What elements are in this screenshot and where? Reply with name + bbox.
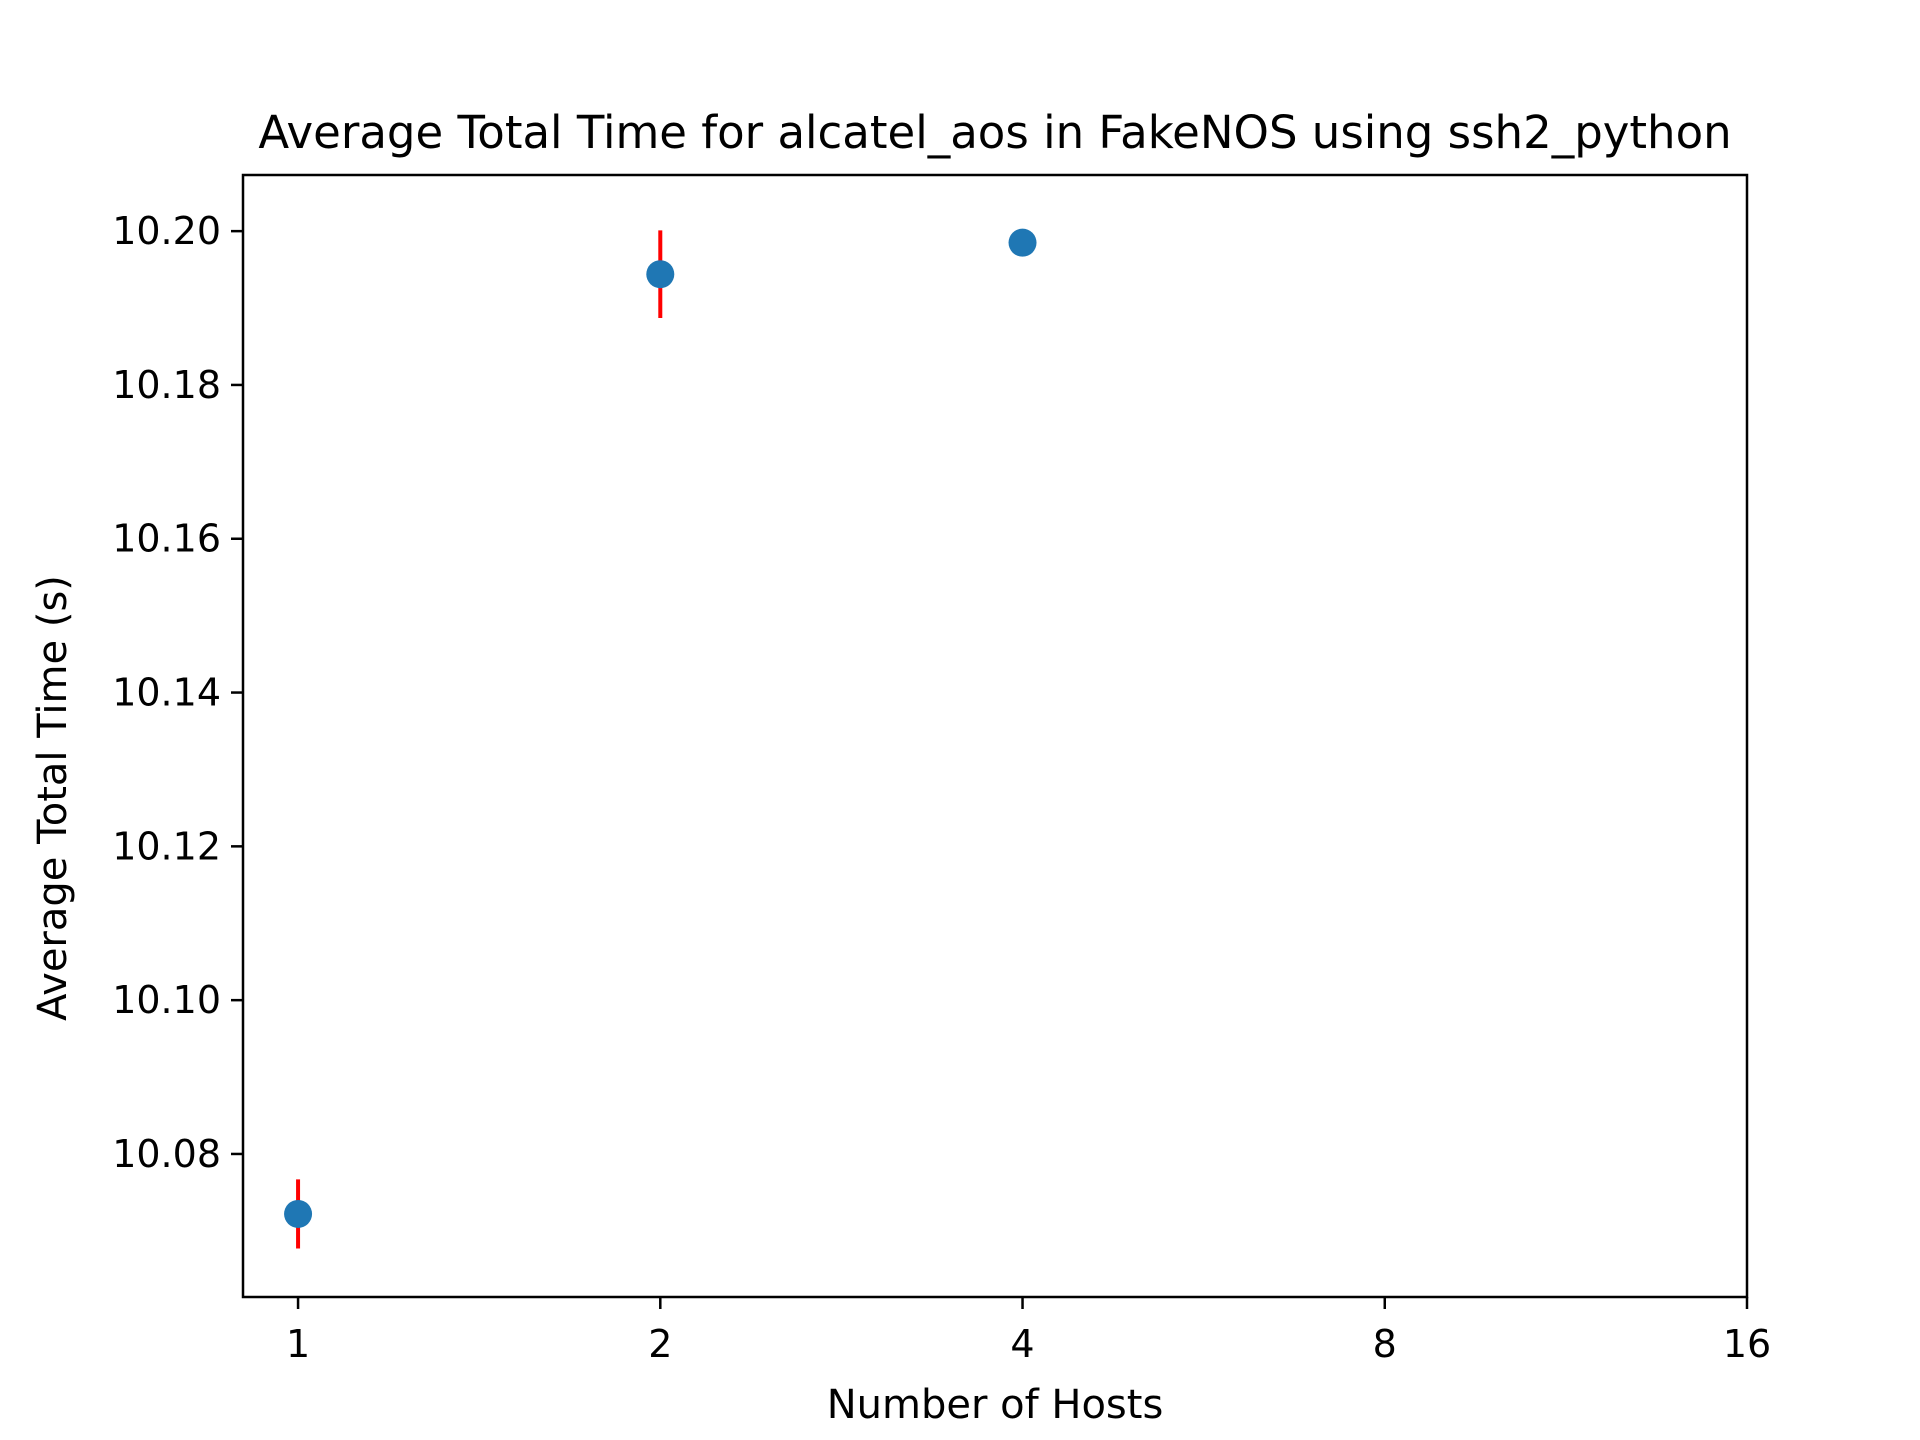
y-axis-label: Average Total Time (s) (30, 575, 76, 1021)
x-tick-label: 4 (1010, 1322, 1034, 1366)
y-tick-label: 10.12 (112, 824, 221, 868)
y-tick-label: 10.18 (112, 363, 221, 407)
y-tick-label: 10.20 (112, 209, 221, 253)
x-tick-label: 1 (286, 1322, 310, 1366)
x-tick-label: 8 (1373, 1322, 1397, 1366)
y-tick-label: 10.10 (112, 978, 221, 1022)
plot-frame (241, 173, 1749, 1299)
data-point (1008, 228, 1037, 257)
data-point (646, 260, 675, 289)
plot-area: 1 2 4 8 16 10.08 10.10 10.12 10.14 10.16 10.18 10.2… (112, 173, 1771, 1366)
data-point (284, 1199, 313, 1228)
x-tick-label: 2 (648, 1322, 672, 1366)
y-tick-label: 10.14 (112, 671, 221, 715)
y-tick-label: 10.08 (112, 1132, 221, 1176)
x-tick-label: 16 (1723, 1322, 1771, 1366)
x-axis-label: Number of Hosts (827, 1382, 1164, 1428)
chart-title: Average Total Time for alcatel_aos in Fa… (258, 106, 1731, 159)
y-tick-label: 10.16 (112, 517, 221, 561)
